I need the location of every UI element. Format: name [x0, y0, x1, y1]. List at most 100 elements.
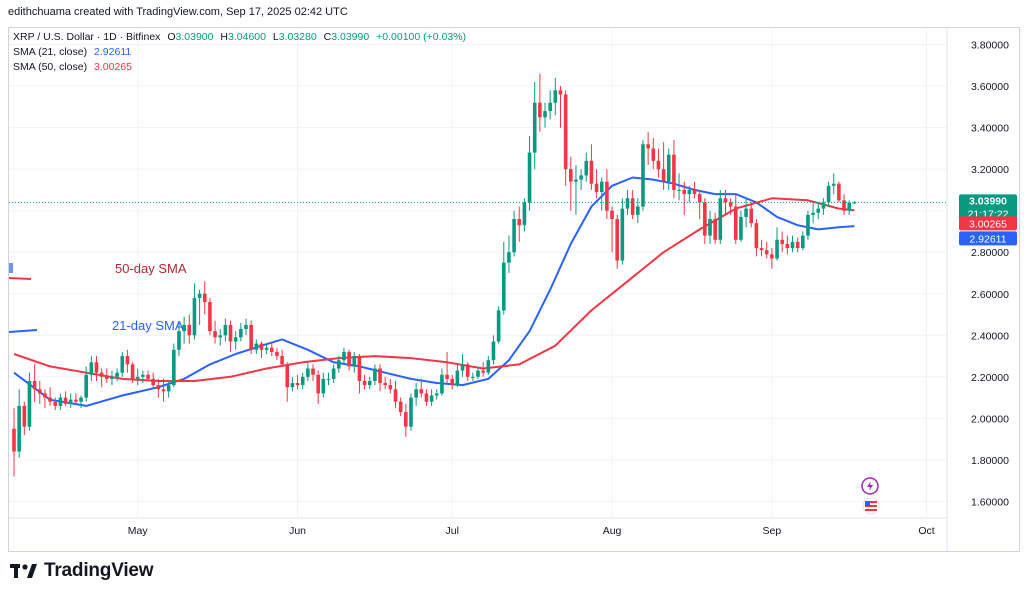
candle[interactable] — [249, 320, 253, 354]
candle[interactable] — [672, 140, 676, 199]
candle[interactable] — [373, 364, 377, 386]
candle[interactable] — [491, 335, 496, 365]
candle[interactable] — [471, 372, 475, 381]
candle[interactable] — [105, 368, 109, 384]
candle[interactable] — [84, 366, 88, 402]
sma21-line[interactable] — [13, 176, 855, 407]
candle[interactable] — [486, 356, 491, 375]
candle[interactable] — [367, 376, 372, 390]
candle[interactable] — [579, 169, 583, 190]
candle[interactable] — [285, 362, 290, 402]
candle[interactable] — [527, 135, 532, 211]
candle[interactable] — [651, 138, 656, 170]
candle[interactable] — [192, 283, 197, 340]
candle[interactable] — [770, 248, 774, 269]
candle[interactable] — [357, 353, 362, 394]
candle[interactable] — [331, 364, 336, 384]
candle[interactable] — [605, 169, 609, 220]
candle[interactable] — [280, 349, 284, 367]
tradingview-logo[interactable]: TradingView — [10, 560, 154, 582]
candle[interactable] — [68, 393, 73, 408]
candle[interactable] — [708, 210, 712, 244]
candle[interactable] — [759, 239, 764, 257]
candle[interactable] — [460, 353, 465, 377]
candle[interactable] — [630, 189, 635, 220]
candle[interactable] — [615, 214, 619, 269]
candle[interactable] — [172, 343, 176, 388]
candle[interactable] — [610, 206, 614, 253]
candle[interactable] — [99, 368, 104, 388]
candle[interactable] — [703, 198, 707, 244]
candle[interactable] — [476, 366, 480, 379]
candle[interactable] — [574, 165, 578, 215]
candle[interactable] — [347, 349, 351, 371]
candle[interactable] — [269, 341, 274, 357]
candle[interactable] — [151, 372, 155, 388]
candle[interactable] — [806, 210, 810, 240]
candle[interactable] — [842, 194, 846, 215]
candle[interactable] — [666, 148, 671, 190]
candle[interactable] — [223, 318, 228, 342]
candle[interactable] — [517, 206, 522, 242]
candle[interactable] — [512, 210, 516, 257]
candle[interactable] — [58, 393, 63, 411]
candle[interactable] — [687, 185, 692, 203]
candle[interactable] — [12, 407, 16, 477]
candle[interactable] — [429, 389, 434, 406]
candle[interactable] — [290, 376, 295, 392]
candle[interactable] — [775, 227, 779, 261]
price-axis[interactable]: 1.60000 1.80000 2.00000 2.20000 2.40000 2.600… — [946, 28, 1009, 551]
candle[interactable] — [563, 90, 568, 186]
candle[interactable] — [795, 237, 800, 253]
candle[interactable] — [414, 383, 418, 406]
candle[interactable] — [166, 380, 171, 398]
candle[interactable] — [146, 370, 150, 381]
candle[interactable] — [584, 152, 589, 182]
candle[interactable] — [264, 343, 269, 354]
candle[interactable] — [465, 362, 470, 381]
candle[interactable] — [197, 289, 202, 325]
candle[interactable] — [455, 364, 460, 388]
lightning-icon[interactable] — [861, 477, 879, 495]
candle[interactable] — [589, 144, 594, 190]
candle[interactable] — [202, 281, 207, 315]
candle[interactable] — [569, 156, 573, 211]
candle[interactable] — [156, 378, 161, 398]
candle[interactable] — [785, 235, 790, 255]
candle[interactable] — [646, 131, 650, 166]
candle[interactable] — [532, 81, 537, 170]
sma50-line[interactable] — [13, 197, 855, 382]
candle[interactable] — [543, 102, 547, 128]
candle[interactable] — [450, 374, 455, 390]
candle[interactable] — [130, 362, 135, 384]
candle[interactable] — [754, 219, 759, 257]
candle[interactable] — [120, 351, 125, 377]
candle[interactable] — [362, 374, 367, 390]
candle[interactable] — [599, 177, 604, 211]
candle[interactable] — [739, 210, 743, 242]
candle[interactable] — [94, 356, 99, 381]
candle[interactable] — [821, 198, 826, 215]
candle[interactable] — [43, 389, 47, 408]
candle[interactable] — [254, 339, 259, 354]
candle[interactable] — [228, 320, 233, 352]
candle[interactable] — [445, 351, 449, 384]
candle[interactable] — [697, 189, 702, 220]
candle[interactable] — [110, 370, 114, 386]
candle[interactable] — [383, 376, 387, 390]
candle[interactable] — [352, 351, 357, 373]
candle[interactable] — [764, 241, 769, 259]
candle[interactable] — [419, 378, 424, 398]
candle[interactable] — [239, 322, 243, 342]
candle[interactable] — [656, 148, 661, 178]
candle[interactable] — [233, 331, 238, 350]
candle[interactable] — [27, 372, 32, 431]
candle[interactable] — [837, 181, 841, 203]
candle[interactable] — [115, 368, 119, 381]
candle[interactable] — [790, 235, 795, 253]
candle[interactable] — [244, 318, 248, 336]
candle[interactable] — [481, 362, 485, 377]
candle[interactable] — [337, 356, 341, 373]
candle[interactable] — [852, 201, 857, 204]
candle[interactable] — [22, 401, 27, 435]
